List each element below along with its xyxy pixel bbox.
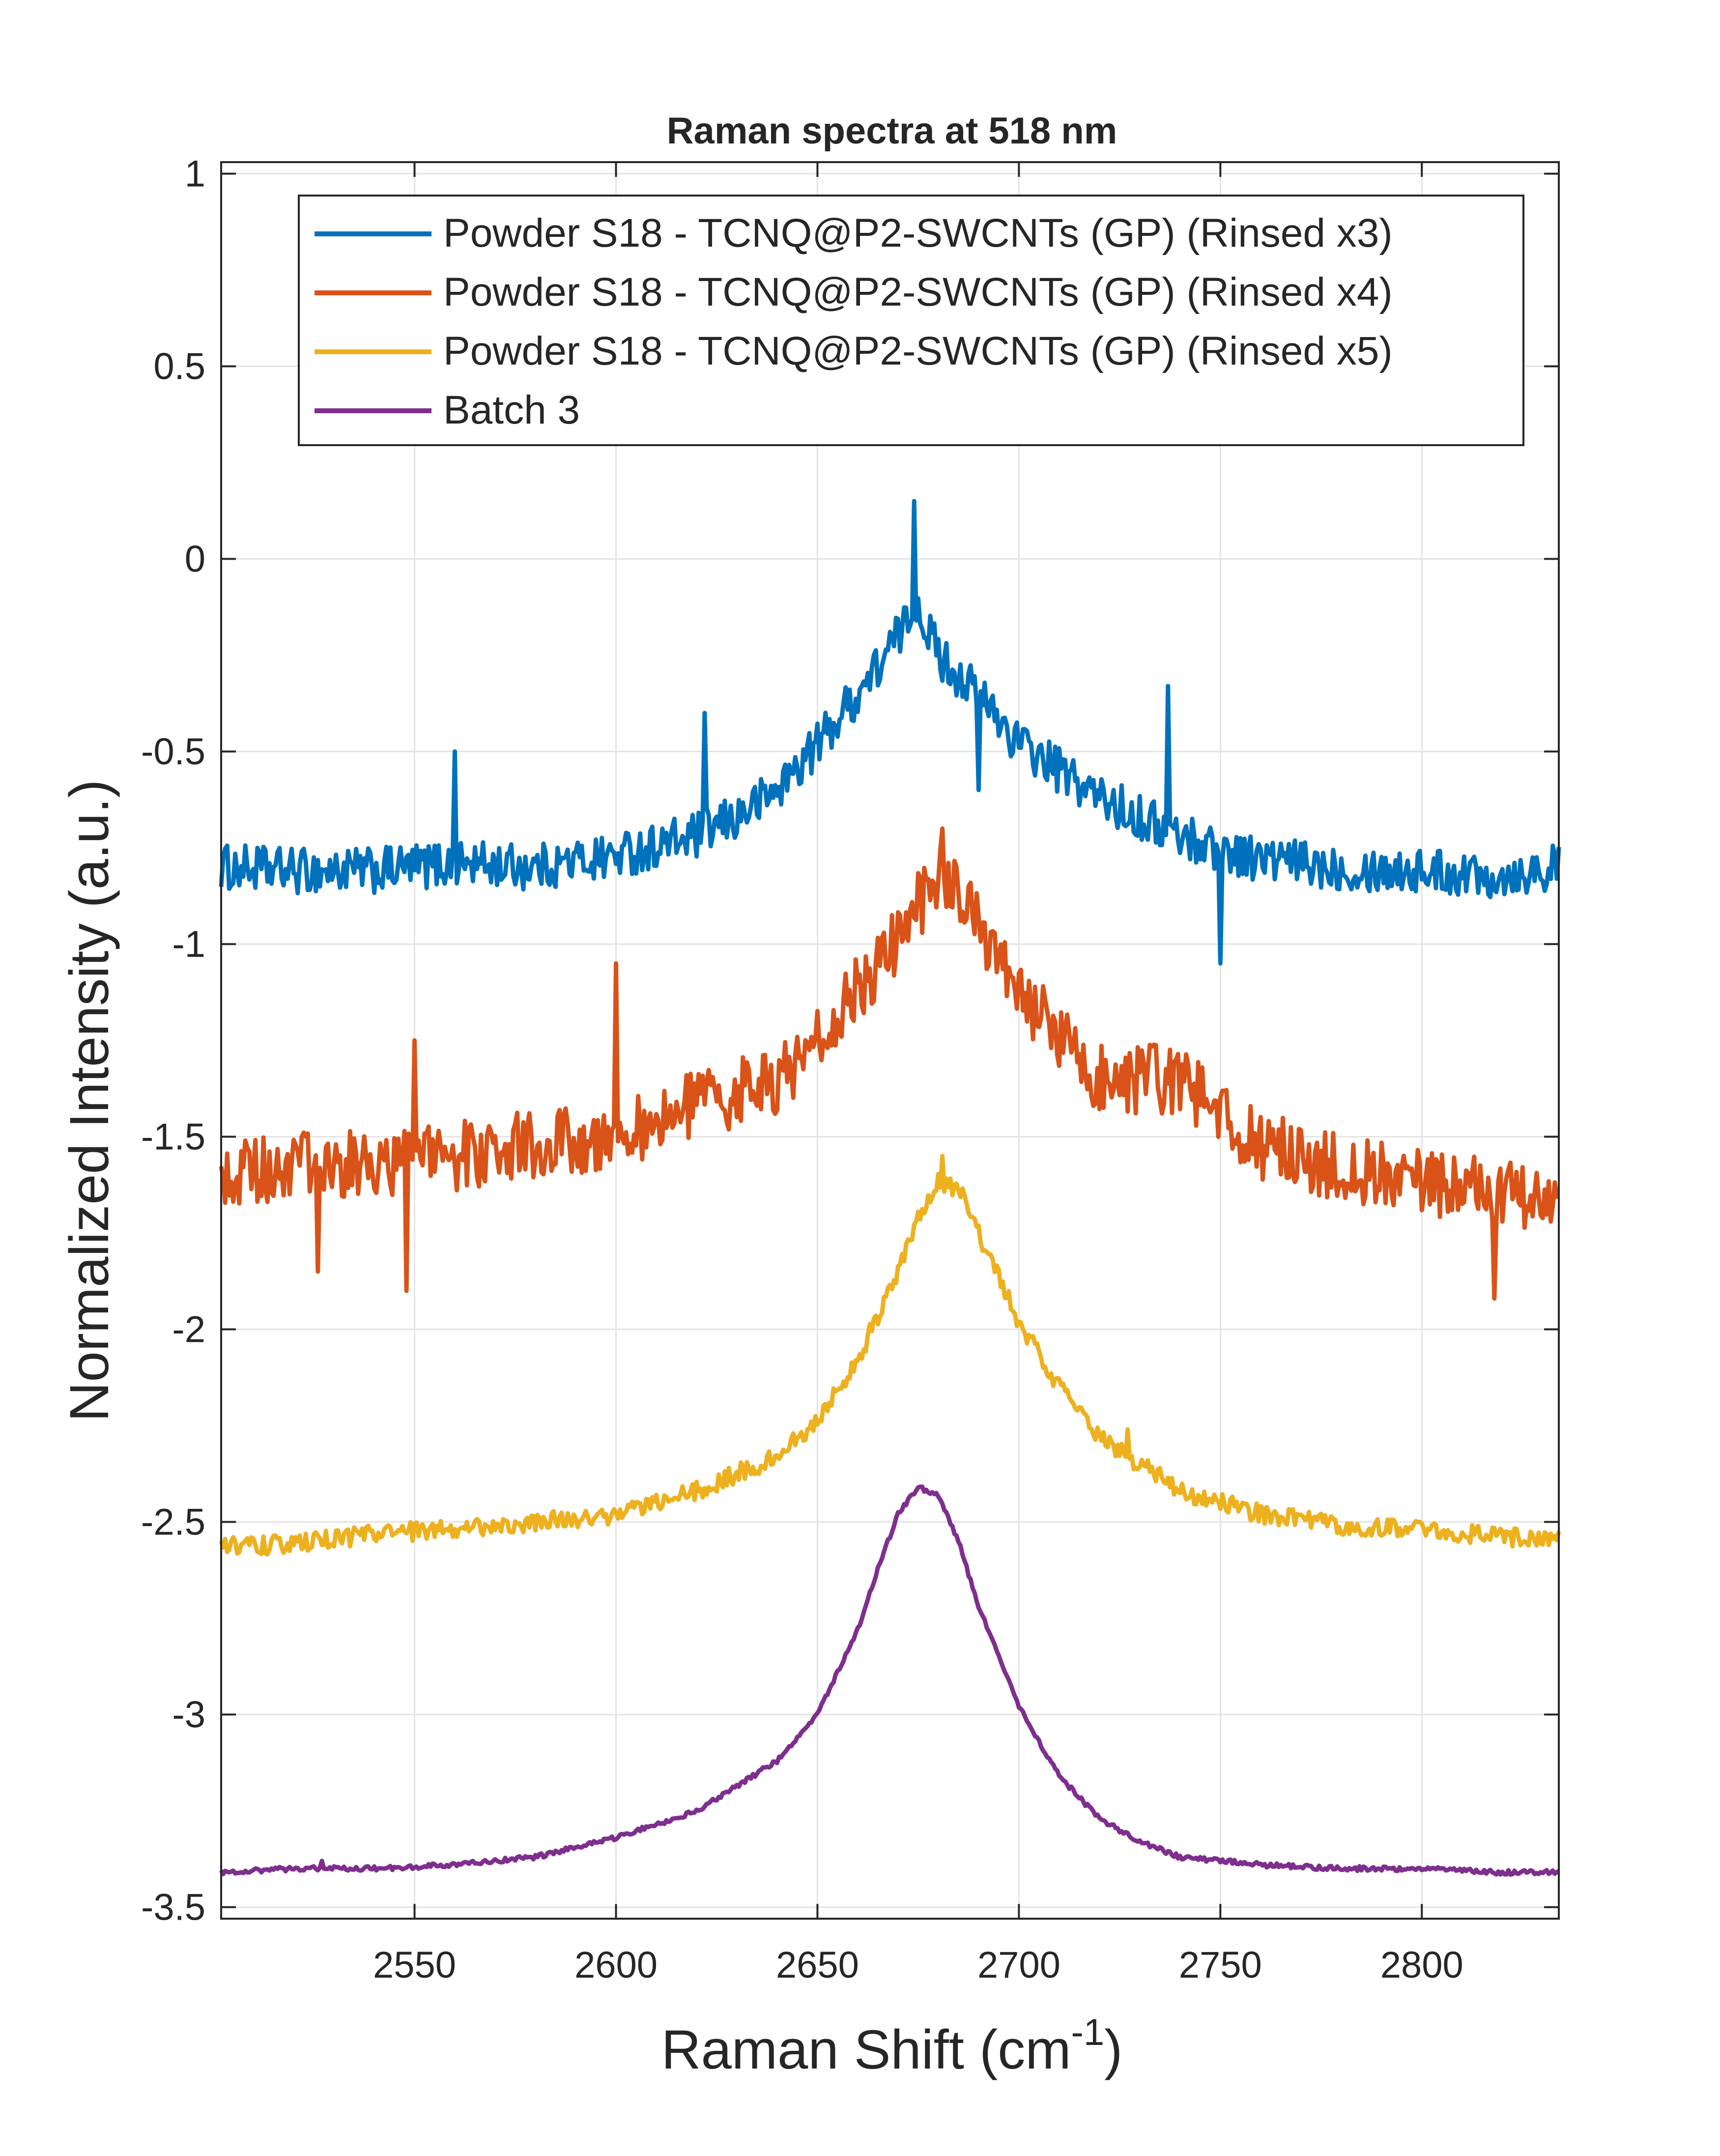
- x-tick-label: 2650: [776, 1944, 859, 1986]
- legend-entry: Powder S18 - TCNQ@P2-SWCNTs (GP) (Rinsed…: [315, 270, 1393, 314]
- legend-entry: Powder S18 - TCNQ@P2-SWCNTs (GP) (Rinsed…: [315, 211, 1393, 255]
- x-tick-label: 2600: [574, 1944, 658, 1986]
- chart-title: Raman spectra at 518 nm: [667, 110, 1118, 152]
- legend-label: Batch 3: [443, 388, 580, 432]
- y-tick-label: 0: [185, 539, 205, 580]
- x-tick-label: 2700: [977, 1944, 1061, 1986]
- y-tick-label: -3.5: [141, 1886, 205, 1928]
- axes-layer: 2550 2600 2650 2700 2750 2800 1 0.5 0 -0.5 -1 -1.5 -…: [141, 153, 1560, 1986]
- series-layer: [219, 499, 1561, 1877]
- x-axis-label-close: ): [1104, 2019, 1122, 2080]
- y-tick-label: -1: [172, 924, 205, 965]
- axes-box: [220, 161, 1560, 1920]
- series-line: [219, 826, 1559, 1301]
- x-tick-label: 2550: [373, 1944, 456, 1986]
- y-tick-label: 0.5: [153, 346, 205, 388]
- y-tick-label: -2: [172, 1308, 205, 1350]
- legend-entry: Powder S18 - TCNQ@P2-SWCNTs (GP) (Rinsed…: [315, 329, 1393, 373]
- legend-label: Powder S18 - TCNQ@P2-SWCNTs (GP) (Rinsed…: [443, 211, 1393, 255]
- y-tick-label: -1.5: [141, 1116, 205, 1158]
- x-axis-label-main: Raman Shift (cm: [661, 2019, 1071, 2080]
- legend-entry: Batch 3: [315, 388, 580, 432]
- y-tick-label: -2.5: [141, 1501, 205, 1543]
- x-axis-label-superscript: -1: [1071, 2012, 1105, 2053]
- y-axis-label: Normalized Intensity (a.u.): [58, 779, 120, 1421]
- series-line: [219, 499, 1561, 966]
- legend-label: Powder S18 - TCNQ@P2-SWCNTs (GP) (Rinsed…: [443, 329, 1393, 373]
- x-axis-label: Raman Shift (cm-1): [661, 2012, 1123, 2080]
- series-line: [219, 1484, 1560, 1877]
- series-line: [219, 1154, 1561, 1557]
- y-tick-label: 1: [185, 153, 205, 195]
- x-tick-label: 2750: [1179, 1944, 1262, 1986]
- y-tick-label: -3: [172, 1694, 205, 1735]
- legend-box: [298, 195, 1524, 446]
- legend: Powder S18 - TCNQ@P2-SWCNTs (GP) (Rinsed…: [298, 195, 1524, 446]
- legend-label: Powder S18 - TCNQ@P2-SWCNTs (GP) (Rinsed…: [443, 270, 1393, 314]
- x-tick-label: 2800: [1380, 1944, 1463, 1986]
- y-tick-label: -0.5: [141, 731, 205, 773]
